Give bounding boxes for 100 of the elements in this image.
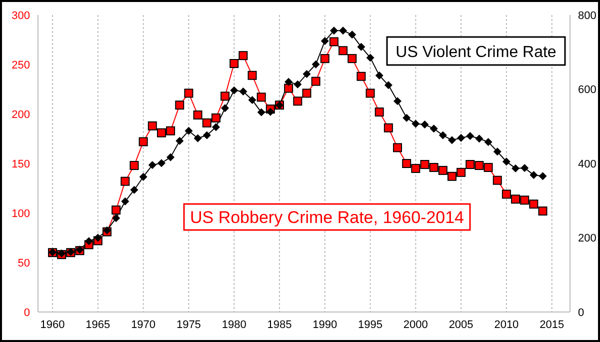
point [402,114,411,122]
point [166,126,176,136]
y2-tick-label: 200 [578,232,596,245]
point [302,70,311,78]
point [502,158,510,166]
point [248,70,257,80]
point [212,123,220,132]
y-tick-label: 200 [12,108,30,121]
point [230,86,238,94]
point [239,87,248,96]
point [194,134,202,142]
point [511,194,520,204]
y-tick-label: 100 [12,208,30,220]
y2-tick-label: 800 [578,10,596,22]
point [284,78,293,86]
point [447,172,456,181]
point [238,51,248,60]
point [384,123,393,132]
point [493,148,502,156]
point [538,172,547,180]
y-tick-label: 150 [12,158,30,170]
point [302,88,312,98]
point [320,36,329,45]
point [148,121,157,130]
point [420,160,430,169]
point [420,120,429,129]
x-tick-label: 1980 [222,318,246,331]
point [438,166,448,175]
point [456,168,466,177]
point [157,159,166,168]
x-tick-label: 2005 [448,318,474,331]
point [466,132,474,140]
point [438,131,447,140]
point [175,100,184,110]
point [520,164,529,172]
point [375,72,384,80]
point [330,26,338,35]
x-tick-label: 2000 [403,318,428,331]
point [284,84,294,93]
point [457,134,466,142]
point [484,138,492,146]
point [320,54,330,64]
point [348,30,356,39]
point [329,37,338,46]
point [176,136,184,145]
point [474,160,484,170]
point [294,80,302,88]
point [112,214,120,222]
point [139,172,148,181]
point [193,110,202,120]
series-label: US Violent Crime Rate [396,44,556,61]
point [430,124,438,133]
point [230,59,239,68]
point [466,160,475,169]
point [411,164,420,173]
point [338,46,348,56]
point [120,176,130,186]
x-tick-label: 1985 [267,318,292,331]
point [138,137,148,146]
point [538,206,548,216]
point [166,153,175,162]
point [374,108,384,117]
y2-tick-label: 400 [578,158,596,170]
y2-tick-label: 0 [578,306,584,319]
point [156,128,166,138]
x-tick-label: 2010 [494,318,519,331]
point [529,200,538,209]
point [94,234,102,242]
y-tick-label: 300 [12,10,30,22]
point [339,26,348,35]
x-tick-label: 1975 [176,318,201,331]
point [357,42,366,51]
point [84,237,93,246]
point [484,162,493,172]
point [184,126,193,135]
y-tick-label: 50 [18,257,30,270]
point [148,160,156,169]
point [530,171,538,180]
point [202,131,211,140]
point [384,81,392,90]
point [394,97,402,106]
point [348,54,357,64]
x-tick-label: 2015 [540,318,564,331]
point [366,54,374,62]
point [211,113,220,122]
point [512,164,520,172]
point [520,196,530,205]
point [393,143,402,152]
x-tick-label: 1970 [131,318,156,331]
x-tick-label: 1995 [358,318,383,331]
point [130,186,138,194]
point [184,88,194,98]
point [492,176,502,185]
point [112,206,121,215]
x-tick-label: 1990 [312,318,338,331]
point [429,162,438,172]
point [412,120,420,128]
y2-tick-label: 600 [578,84,596,96]
point [257,108,266,116]
point [121,197,130,206]
